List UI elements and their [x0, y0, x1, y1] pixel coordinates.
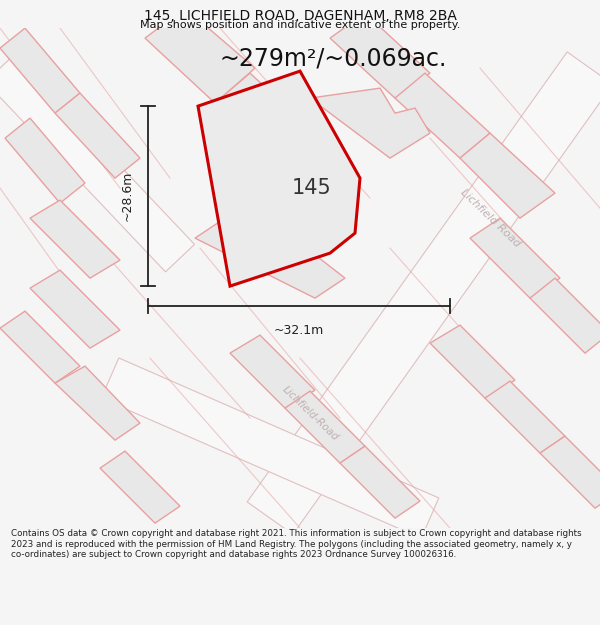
Text: Contains OS data © Crown copyright and database right 2021. This information is : Contains OS data © Crown copyright and d… — [11, 529, 581, 559]
Polygon shape — [0, 54, 194, 272]
Polygon shape — [310, 88, 430, 158]
Polygon shape — [145, 8, 255, 103]
Polygon shape — [330, 13, 430, 98]
Polygon shape — [55, 366, 140, 440]
Polygon shape — [340, 446, 420, 518]
Polygon shape — [198, 71, 360, 286]
Polygon shape — [395, 73, 490, 158]
Text: Map shows position and indicative extent of the property.: Map shows position and indicative extent… — [140, 20, 460, 30]
Polygon shape — [530, 278, 600, 353]
Text: 145, LICHFIELD ROAD, DAGENHAM, RM8 2BA: 145, LICHFIELD ROAD, DAGENHAM, RM8 2BA — [143, 9, 457, 22]
Text: ~32.1m: ~32.1m — [274, 324, 324, 337]
Polygon shape — [30, 200, 120, 278]
Polygon shape — [101, 358, 439, 538]
Polygon shape — [247, 52, 600, 534]
Polygon shape — [255, 243, 345, 298]
Polygon shape — [430, 325, 515, 398]
Text: ~28.6m: ~28.6m — [121, 171, 134, 221]
Polygon shape — [540, 436, 600, 508]
Polygon shape — [30, 270, 120, 348]
Text: Lichfield-Road: Lichfield-Road — [280, 384, 340, 442]
Text: ~279m²/~0.069ac.: ~279m²/~0.069ac. — [220, 46, 448, 70]
Polygon shape — [0, 28, 80, 113]
Polygon shape — [485, 381, 565, 453]
Text: 145: 145 — [292, 178, 332, 198]
Polygon shape — [460, 133, 555, 218]
Text: Lichfield Road: Lichfield Road — [458, 188, 522, 249]
Polygon shape — [285, 391, 365, 463]
Polygon shape — [470, 218, 560, 298]
Polygon shape — [195, 208, 300, 268]
Polygon shape — [100, 451, 180, 523]
Polygon shape — [215, 73, 320, 168]
Polygon shape — [55, 93, 140, 178]
Polygon shape — [0, 311, 80, 383]
Polygon shape — [230, 335, 315, 408]
Polygon shape — [5, 118, 85, 203]
